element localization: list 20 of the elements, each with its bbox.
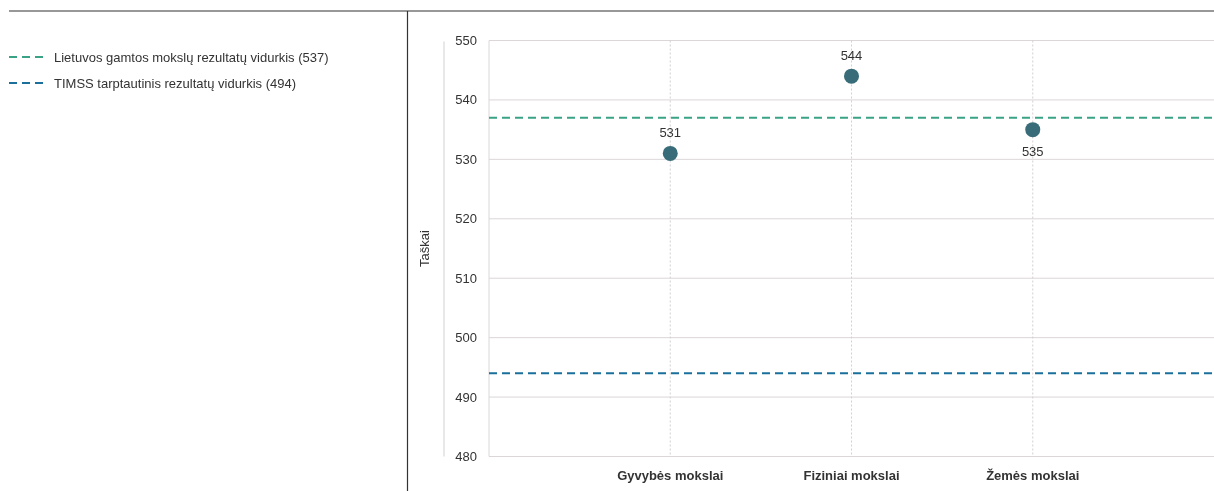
y-tick-label: 550 — [455, 33, 477, 48]
point — [662, 145, 678, 161]
point — [1025, 122, 1041, 138]
data-label: 531 — [659, 124, 682, 140]
y-tick-label: 490 — [455, 389, 477, 405]
y-tick-label: 520 — [455, 211, 477, 227]
y-tick-label: 480 — [455, 449, 477, 464]
x-tick-label: Fiziniai mokslai — [803, 467, 900, 483]
point — [844, 68, 859, 84]
y-tick-label: 510 — [455, 270, 477, 286]
x-tick-label: Žemės mokslai — [986, 467, 1080, 483]
data-label: 544 — [840, 47, 863, 63]
y-tick-label: 530 — [455, 151, 477, 167]
x-tick-label: Gyvybės mokslai — [617, 467, 724, 483]
data-label: 535 — [1021, 144, 1044, 160]
y-tick-label: 540 — [455, 92, 477, 108]
y-axis-title: Taškai — [416, 229, 432, 267]
legend-label: TIMSS tarptautinis rezultatų vidurkis (494) — [54, 75, 297, 91]
legend-label: Lietuvos gamtos mokslų rezultatų vidurkis (537) — [54, 49, 329, 65]
y-tick-label: 500 — [455, 330, 477, 346]
